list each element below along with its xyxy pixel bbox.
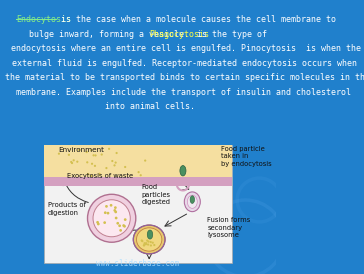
Ellipse shape [93, 200, 130, 237]
Circle shape [144, 159, 146, 162]
Ellipse shape [180, 165, 186, 176]
Ellipse shape [136, 228, 162, 251]
Circle shape [71, 162, 73, 164]
Text: external fluid is engulfed. Receptor-mediated endocytosis occurs when: external fluid is engulfed. Receptor-med… [12, 59, 357, 68]
Circle shape [150, 241, 152, 243]
Ellipse shape [187, 195, 197, 208]
Circle shape [140, 174, 142, 176]
Circle shape [143, 242, 146, 244]
Circle shape [123, 225, 126, 228]
Text: Environment: Environment [59, 147, 104, 153]
Text: membrane. Examples include the transport of insulin and cholesterol: membrane. Examples include the transport… [16, 88, 351, 97]
Circle shape [108, 148, 110, 150]
Ellipse shape [147, 230, 153, 239]
Circle shape [114, 206, 117, 209]
Circle shape [118, 224, 121, 227]
Bar [44, 177, 232, 186]
Circle shape [138, 171, 140, 173]
Circle shape [150, 244, 152, 247]
Circle shape [76, 161, 78, 163]
Text: Exocytosis of waste: Exocytosis of waste [67, 173, 133, 179]
Circle shape [72, 159, 75, 161]
Circle shape [96, 221, 99, 224]
Bar [44, 145, 232, 177]
Circle shape [143, 244, 145, 246]
Circle shape [110, 204, 112, 207]
Circle shape [143, 244, 145, 247]
Circle shape [103, 221, 106, 224]
Circle shape [70, 161, 72, 163]
Circle shape [145, 242, 147, 244]
Circle shape [111, 160, 114, 162]
Circle shape [94, 154, 97, 156]
Circle shape [115, 161, 117, 164]
Circle shape [99, 173, 101, 175]
Ellipse shape [133, 225, 165, 254]
Circle shape [104, 211, 107, 214]
Text: Fusion forms
secondary
lysosome: Fusion forms secondary lysosome [207, 217, 250, 238]
Text: Endocytosis: Endocytosis [16, 15, 71, 24]
Text: Phagocytosis: Phagocytosis [149, 30, 209, 39]
Circle shape [90, 175, 92, 177]
Ellipse shape [87, 194, 136, 242]
Circle shape [124, 218, 127, 221]
Circle shape [86, 161, 88, 163]
Circle shape [124, 166, 126, 168]
Circle shape [153, 244, 155, 246]
Text: Products of
digestion: Products of digestion [48, 202, 86, 216]
Circle shape [141, 239, 143, 242]
Circle shape [114, 209, 116, 212]
Circle shape [68, 154, 70, 156]
Circle shape [91, 163, 93, 165]
Circle shape [100, 153, 103, 156]
Circle shape [152, 242, 154, 244]
Circle shape [115, 217, 118, 219]
Circle shape [147, 241, 150, 243]
Circle shape [145, 243, 147, 245]
Circle shape [114, 211, 117, 213]
Circle shape [78, 149, 80, 151]
Circle shape [114, 164, 116, 167]
Circle shape [122, 224, 125, 227]
Bar [44, 145, 232, 263]
Circle shape [92, 154, 95, 156]
Text: is the case when a molecule causes the cell membrane to: is the case when a molecule causes the c… [56, 15, 336, 24]
Text: Food
particles
digested: Food particles digested [142, 184, 171, 205]
Text: Food particle
taken in
by endocytosis: Food particle taken in by endocytosis [221, 146, 272, 167]
Circle shape [147, 244, 149, 246]
Circle shape [97, 223, 100, 226]
Text: is the type of: is the type of [193, 30, 268, 39]
Circle shape [105, 205, 108, 208]
Circle shape [141, 240, 143, 242]
Circle shape [90, 149, 92, 151]
Circle shape [105, 167, 107, 169]
Circle shape [115, 152, 118, 154]
Circle shape [94, 165, 96, 167]
Text: the material to be transported binds to certain specific molecules in the: the material to be transported binds to … [5, 73, 364, 82]
Text: bulge inward, forming a vesicle.: bulge inward, forming a vesicle. [29, 30, 194, 39]
Circle shape [146, 239, 149, 242]
Circle shape [58, 153, 60, 155]
Circle shape [116, 222, 119, 225]
Text: www.sliderbase.com: www.sliderbase.com [96, 259, 179, 268]
Circle shape [86, 151, 88, 153]
Text: into animal cells.: into animal cells. [105, 102, 195, 111]
Ellipse shape [190, 196, 194, 203]
Circle shape [119, 229, 122, 232]
Text: endocytosis where an entire cell is engulfed. Pinocytosis  is when the: endocytosis where an entire cell is engu… [11, 44, 361, 53]
Ellipse shape [184, 192, 200, 212]
Circle shape [107, 212, 110, 215]
Circle shape [87, 173, 89, 175]
